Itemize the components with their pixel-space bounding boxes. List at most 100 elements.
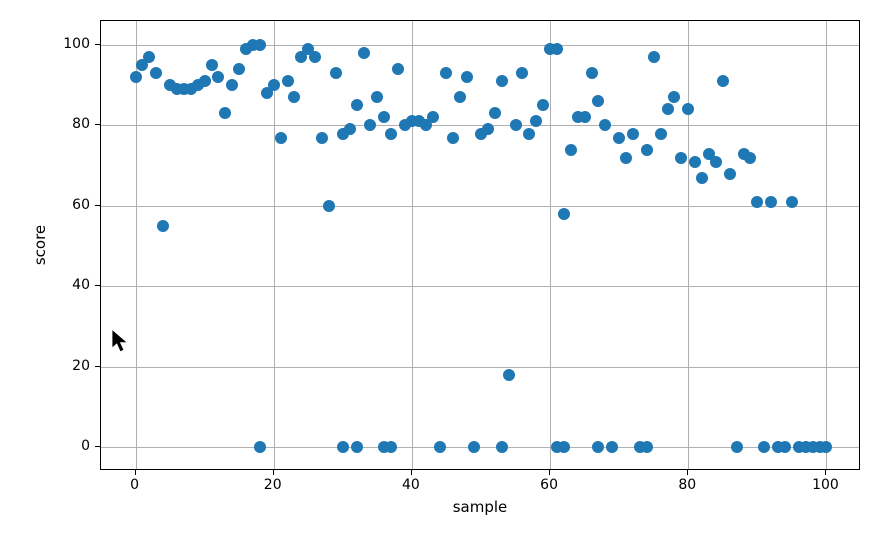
scatter-point: [510, 119, 522, 131]
y-tick: [95, 366, 100, 367]
grid-line-horizontal: [101, 45, 859, 46]
x-axis-label: sample: [453, 498, 508, 516]
scatter-point: [641, 144, 653, 156]
scatter-point: [344, 123, 356, 135]
scatter-point: [523, 128, 535, 140]
scatter-point: [254, 39, 266, 51]
scatter-point: [461, 71, 473, 83]
scatter-point: [268, 79, 280, 91]
scatter-point: [655, 128, 667, 140]
grid-line-vertical: [412, 21, 413, 469]
scatter-point: [226, 79, 238, 91]
y-tick-label: 20: [72, 358, 90, 374]
scatter-point: [130, 71, 142, 83]
scatter-point: [710, 156, 722, 168]
scatter-point: [765, 196, 777, 208]
scatter-point: [288, 91, 300, 103]
scatter-point: [565, 144, 577, 156]
scatter-point: [516, 67, 528, 79]
axes: [100, 20, 860, 470]
scatter-point: [662, 103, 674, 115]
x-tick: [825, 470, 826, 475]
scatter-point: [219, 107, 231, 119]
scatter-point: [378, 111, 390, 123]
scatter-point: [385, 128, 397, 140]
x-tick-label: 60: [540, 477, 558, 493]
scatter-point: [592, 95, 604, 107]
scatter-point: [599, 119, 611, 131]
scatter-point: [427, 111, 439, 123]
scatter-point: [779, 441, 791, 453]
scatter-point: [592, 441, 604, 453]
grid-line-horizontal: [101, 286, 859, 287]
scatter-point: [275, 132, 287, 144]
figure: 020406080100 020406080100 sample score: [0, 0, 886, 538]
grid-line-vertical: [136, 21, 137, 469]
x-tick: [411, 470, 412, 475]
scatter-point: [786, 196, 798, 208]
scatter-point: [468, 441, 480, 453]
x-tick: [687, 470, 688, 475]
x-tick-label: 40: [402, 477, 420, 493]
scatter-point: [551, 43, 563, 55]
scatter-point: [724, 168, 736, 180]
y-tick-label: 40: [72, 277, 90, 293]
scatter-point: [496, 75, 508, 87]
x-tick: [135, 470, 136, 475]
y-tick: [95, 205, 100, 206]
scatter-point: [648, 51, 660, 63]
scatter-point: [351, 441, 363, 453]
x-tick-label: 80: [678, 477, 696, 493]
scatter-point: [330, 67, 342, 79]
scatter-point: [496, 441, 508, 453]
scatter-point: [434, 441, 446, 453]
scatter-point: [482, 123, 494, 135]
scatter-point: [440, 67, 452, 79]
scatter-point: [744, 152, 756, 164]
scatter-point: [820, 441, 832, 453]
grid-line-vertical: [688, 21, 689, 469]
x-tick-label: 20: [264, 477, 282, 493]
scatter-point: [323, 200, 335, 212]
scatter-point: [254, 441, 266, 453]
scatter-point: [579, 111, 591, 123]
scatter-point: [682, 103, 694, 115]
y-tick: [95, 285, 100, 286]
scatter-point: [358, 47, 370, 59]
scatter-point: [282, 75, 294, 87]
scatter-point: [206, 59, 218, 71]
scatter-point: [447, 132, 459, 144]
y-tick-label: 100: [63, 36, 90, 52]
scatter-point: [385, 441, 397, 453]
scatter-point: [337, 441, 349, 453]
y-tick: [95, 124, 100, 125]
scatter-point: [143, 51, 155, 63]
scatter-point: [696, 172, 708, 184]
y-tick-label: 60: [72, 197, 90, 213]
scatter-point: [530, 115, 542, 127]
grid-line-horizontal: [101, 367, 859, 368]
grid-line-vertical: [826, 21, 827, 469]
scatter-point: [212, 71, 224, 83]
grid-line-horizontal: [101, 125, 859, 126]
scatter-point: [731, 441, 743, 453]
scatter-point: [316, 132, 328, 144]
y-tick-label: 0: [81, 438, 90, 454]
scatter-point: [503, 369, 515, 381]
x-tick: [273, 470, 274, 475]
x-tick-label: 0: [130, 477, 139, 493]
y-tick-label: 80: [72, 116, 90, 132]
scatter-point: [392, 63, 404, 75]
scatter-point: [620, 152, 632, 164]
scatter-point: [558, 208, 570, 220]
scatter-point: [627, 128, 639, 140]
scatter-point: [641, 441, 653, 453]
scatter-point: [371, 91, 383, 103]
scatter-point: [675, 152, 687, 164]
scatter-point: [558, 441, 570, 453]
x-tick-label: 100: [812, 477, 839, 493]
scatter-point: [717, 75, 729, 87]
y-tick: [95, 44, 100, 45]
x-tick: [549, 470, 550, 475]
scatter-point: [586, 67, 598, 79]
